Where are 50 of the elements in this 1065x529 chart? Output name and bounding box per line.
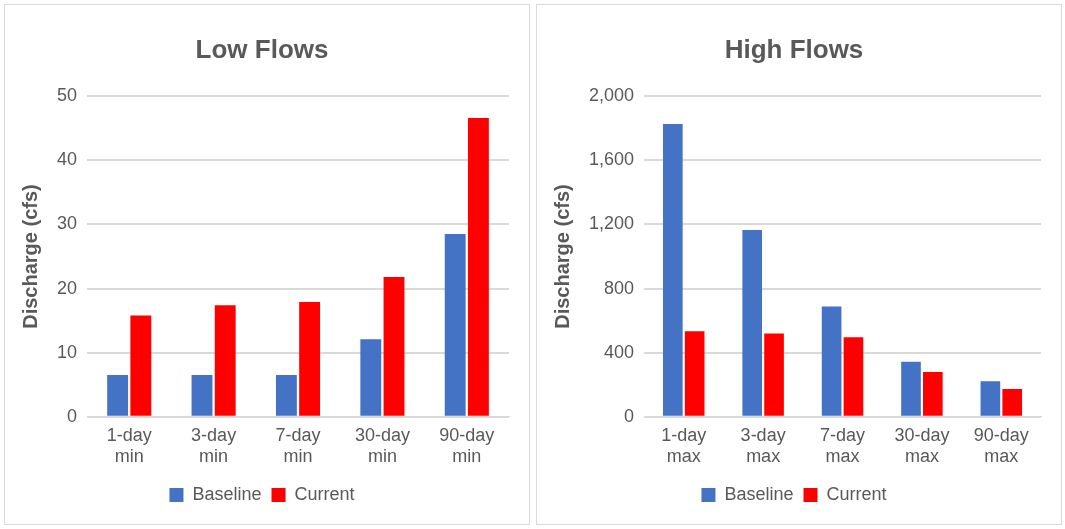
- x-tick-label: 30-day max: [894, 424, 950, 467]
- bar: [901, 361, 921, 416]
- y-tick-label: 2,000: [589, 85, 635, 106]
- y-tick-label: 30: [56, 213, 78, 234]
- bar: [663, 123, 683, 416]
- bar: [444, 234, 466, 416]
- x-tick-label: 3-day min: [191, 424, 237, 467]
- y-axis-title: Discharge (cfs): [18, 184, 41, 329]
- bar: [843, 337, 864, 416]
- chart-title: Low Flows: [195, 33, 329, 64]
- x-tick-label: 7-day max: [820, 424, 866, 467]
- bar: [214, 305, 236, 416]
- legend-label: Current: [826, 483, 887, 504]
- x-tick-label: 1-day max: [661, 424, 707, 467]
- bar: [191, 375, 213, 416]
- bar: [1002, 389, 1023, 416]
- bar: [467, 118, 489, 416]
- y-tick-label: 40: [56, 149, 78, 170]
- bar: [275, 375, 297, 416]
- x-tick-label: 1-day min: [106, 424, 152, 467]
- bar: [130, 315, 152, 416]
- bar: [299, 302, 321, 416]
- x-tick-label: 30-day min: [354, 424, 410, 467]
- bar: [923, 372, 943, 416]
- bar: [684, 331, 705, 416]
- y-tick-label: 50: [56, 85, 78, 106]
- chart-title: High Flows: [724, 33, 864, 64]
- x-tick-label: 90-day min: [439, 424, 495, 467]
- y-axis-title: Discharge (cfs): [550, 184, 573, 329]
- y-tick-label: 1,200: [589, 213, 635, 234]
- bar: [821, 306, 842, 416]
- y-tick-label: 800: [604, 277, 635, 298]
- legend-label: Baseline: [724, 483, 794, 504]
- bar: [383, 277, 405, 416]
- bar: [360, 339, 382, 416]
- y-tick-label: 1,600: [589, 149, 635, 170]
- x-tick-label: 90-day max: [973, 424, 1029, 467]
- y-tick-label: 0: [624, 405, 635, 426]
- bar: [980, 381, 1001, 416]
- y-tick-label: 0: [67, 405, 78, 426]
- y-tick-label: 20: [56, 277, 78, 298]
- bar: [764, 333, 784, 416]
- x-tick-label: 3-day max: [740, 424, 786, 467]
- y-tick-label: 400: [604, 341, 635, 362]
- bar: [107, 375, 129, 416]
- y-tick-label: 10: [56, 341, 78, 362]
- legend-label: Current: [294, 483, 355, 504]
- x-tick-label: 7-day min: [275, 424, 321, 467]
- legend-label: Baseline: [192, 483, 262, 504]
- bar: [742, 230, 763, 416]
